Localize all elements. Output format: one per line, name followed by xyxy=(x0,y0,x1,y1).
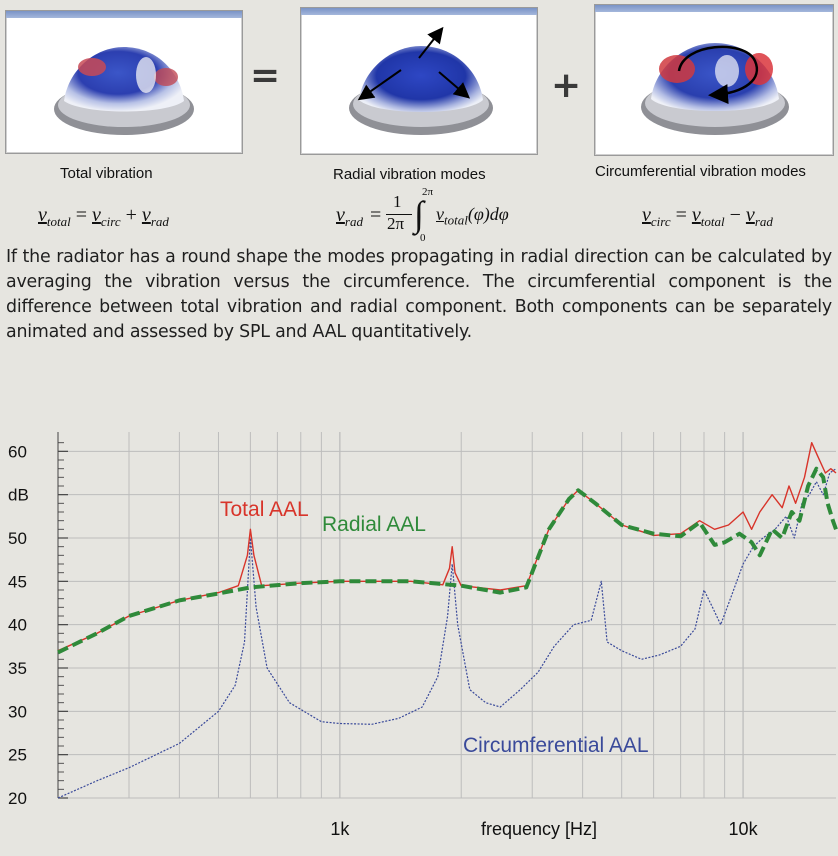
figure-window-titlebar xyxy=(595,5,833,12)
figure-window-titlebar xyxy=(301,8,537,15)
y-unit-label: dB xyxy=(8,486,29,505)
plus-sign: + xyxy=(551,65,582,106)
x-axis-ticks: 1k 10k xyxy=(330,819,758,839)
y-tick-label: 35 xyxy=(8,659,27,678)
plot-area xyxy=(58,432,836,798)
figure-window-titlebar xyxy=(6,11,242,18)
series-line-radial-aal xyxy=(57,466,838,655)
description-paragraph: If the radiator has a round shape the mo… xyxy=(6,247,832,342)
y-tick-label: 45 xyxy=(8,572,27,591)
y-tick-label: 50 xyxy=(8,529,27,548)
y-tick-label: 40 xyxy=(8,616,27,635)
radial-vibration-formula: vrad = 1 2π ∫ 2π 0 vtotal(φ)dφ xyxy=(336,186,509,244)
total-vibration-membrane-image xyxy=(54,47,194,135)
circumferential-vibration-figure xyxy=(594,4,834,156)
x-tick-label: 1k xyxy=(330,819,350,839)
chart-series xyxy=(57,442,838,799)
total-vibration-formula: vtotal = vcirc + vrad xyxy=(38,204,169,229)
series-line-circumferential-aal xyxy=(57,468,837,799)
circumferential-vibration-membrane-image xyxy=(641,43,789,135)
annotation-circumferential-aal: Circumferential AAL xyxy=(463,734,649,757)
equals-sign: = xyxy=(250,55,281,96)
radial-vibration-membrane-image xyxy=(349,26,493,135)
y-axis-ticks: 20 25 30 35 40 45 50 60 dB xyxy=(8,442,68,808)
radial-vibration-figure xyxy=(300,7,538,155)
y-tick-label: 60 xyxy=(8,442,27,461)
aal-frequency-chart: 20 25 30 35 40 45 50 60 dB 1k 10k Total AAL Radia… xyxy=(8,432,838,839)
total-vibration-caption: Total vibration xyxy=(60,165,153,182)
x-axis-label: frequency [Hz] xyxy=(481,819,597,839)
y-tick-label: 20 xyxy=(8,789,27,808)
x-tick-label: 10k xyxy=(729,819,759,839)
annotation-radial-aal: Radial AAL xyxy=(322,513,426,536)
total-vibration-figure xyxy=(5,10,243,154)
y-tick-label: 30 xyxy=(8,702,27,721)
circumferential-vibration-caption: Circumferential vibration modes xyxy=(595,163,806,180)
y-tick-label: 25 xyxy=(8,746,27,765)
chart-grid xyxy=(57,432,836,799)
radial-vibration-caption: Radial vibration modes xyxy=(333,166,486,183)
annotation-total-aal: Total AAL xyxy=(220,498,309,521)
circumferential-vibration-formula: vcirc = vtotal − vrad xyxy=(642,204,773,229)
